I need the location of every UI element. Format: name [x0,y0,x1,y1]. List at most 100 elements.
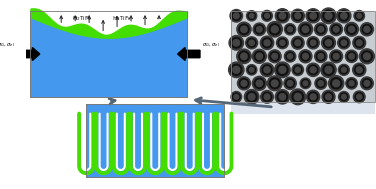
Circle shape [280,40,285,46]
Bar [231,109,375,110]
Circle shape [294,93,301,100]
Circle shape [308,65,318,75]
Circle shape [292,64,303,76]
Circle shape [285,24,296,35]
Circle shape [318,53,324,59]
Circle shape [309,38,318,47]
Circle shape [254,78,264,88]
Circle shape [345,22,358,36]
Circle shape [284,51,296,62]
Circle shape [231,64,242,75]
Circle shape [253,23,265,36]
Circle shape [291,9,304,22]
Circle shape [271,80,278,87]
Circle shape [341,40,347,46]
Circle shape [353,63,366,76]
Circle shape [229,62,244,77]
Circle shape [290,89,306,105]
Circle shape [322,90,335,103]
Circle shape [286,25,294,33]
Circle shape [256,80,262,87]
Circle shape [303,81,308,86]
Circle shape [355,65,364,74]
Circle shape [301,52,310,61]
Circle shape [334,26,339,32]
Circle shape [252,49,266,63]
Circle shape [341,13,347,19]
Circle shape [241,80,247,86]
Circle shape [308,11,318,21]
Circle shape [361,77,373,90]
Circle shape [340,93,348,101]
Circle shape [234,94,239,99]
Circle shape [308,92,318,102]
Circle shape [230,9,243,22]
Circle shape [362,25,371,34]
Circle shape [359,49,374,64]
Circle shape [262,38,272,48]
Circle shape [323,38,334,48]
Circle shape [293,38,302,47]
Circle shape [275,90,290,104]
Circle shape [264,40,270,46]
Circle shape [288,27,293,32]
Circle shape [233,66,240,73]
Circle shape [267,76,282,91]
Circle shape [364,26,370,32]
Circle shape [239,51,249,61]
Circle shape [279,94,286,100]
Bar [231,106,375,107]
Circle shape [347,24,356,34]
Circle shape [274,62,290,78]
Circle shape [325,40,332,46]
Circle shape [241,26,247,33]
Circle shape [341,94,346,99]
Circle shape [268,50,281,63]
Circle shape [332,52,341,61]
Circle shape [232,93,240,101]
Circle shape [249,94,255,100]
Circle shape [306,9,320,23]
Circle shape [231,91,242,102]
Circle shape [260,63,274,77]
Circle shape [249,40,255,46]
Circle shape [360,23,373,36]
Circle shape [349,26,355,32]
Circle shape [239,79,249,88]
Circle shape [333,53,339,59]
Circle shape [356,67,362,73]
Circle shape [315,77,327,89]
Circle shape [294,66,302,74]
Circle shape [272,53,277,59]
Circle shape [249,13,254,18]
Text: H$_2$TiF$_6$: H$_2$TiF$_6$ [71,14,92,23]
Circle shape [256,53,262,60]
Circle shape [325,66,332,73]
Circle shape [323,64,334,75]
Circle shape [364,53,370,60]
Circle shape [326,94,331,100]
Circle shape [340,38,348,47]
Circle shape [279,66,286,73]
Circle shape [244,90,259,104]
Bar [30,11,187,97]
Circle shape [287,81,293,86]
Circle shape [292,91,303,102]
Circle shape [306,63,320,77]
Circle shape [262,10,273,21]
Circle shape [255,25,264,34]
Circle shape [246,92,257,102]
Circle shape [321,8,336,24]
FancyArrow shape [177,47,200,60]
Circle shape [302,80,309,87]
Circle shape [337,9,351,23]
Circle shape [338,37,350,49]
Circle shape [347,79,356,88]
Circle shape [321,62,336,77]
Circle shape [286,52,294,60]
Circle shape [288,54,293,59]
Circle shape [310,40,316,46]
Circle shape [267,22,282,37]
Circle shape [264,94,270,100]
Circle shape [354,11,364,21]
